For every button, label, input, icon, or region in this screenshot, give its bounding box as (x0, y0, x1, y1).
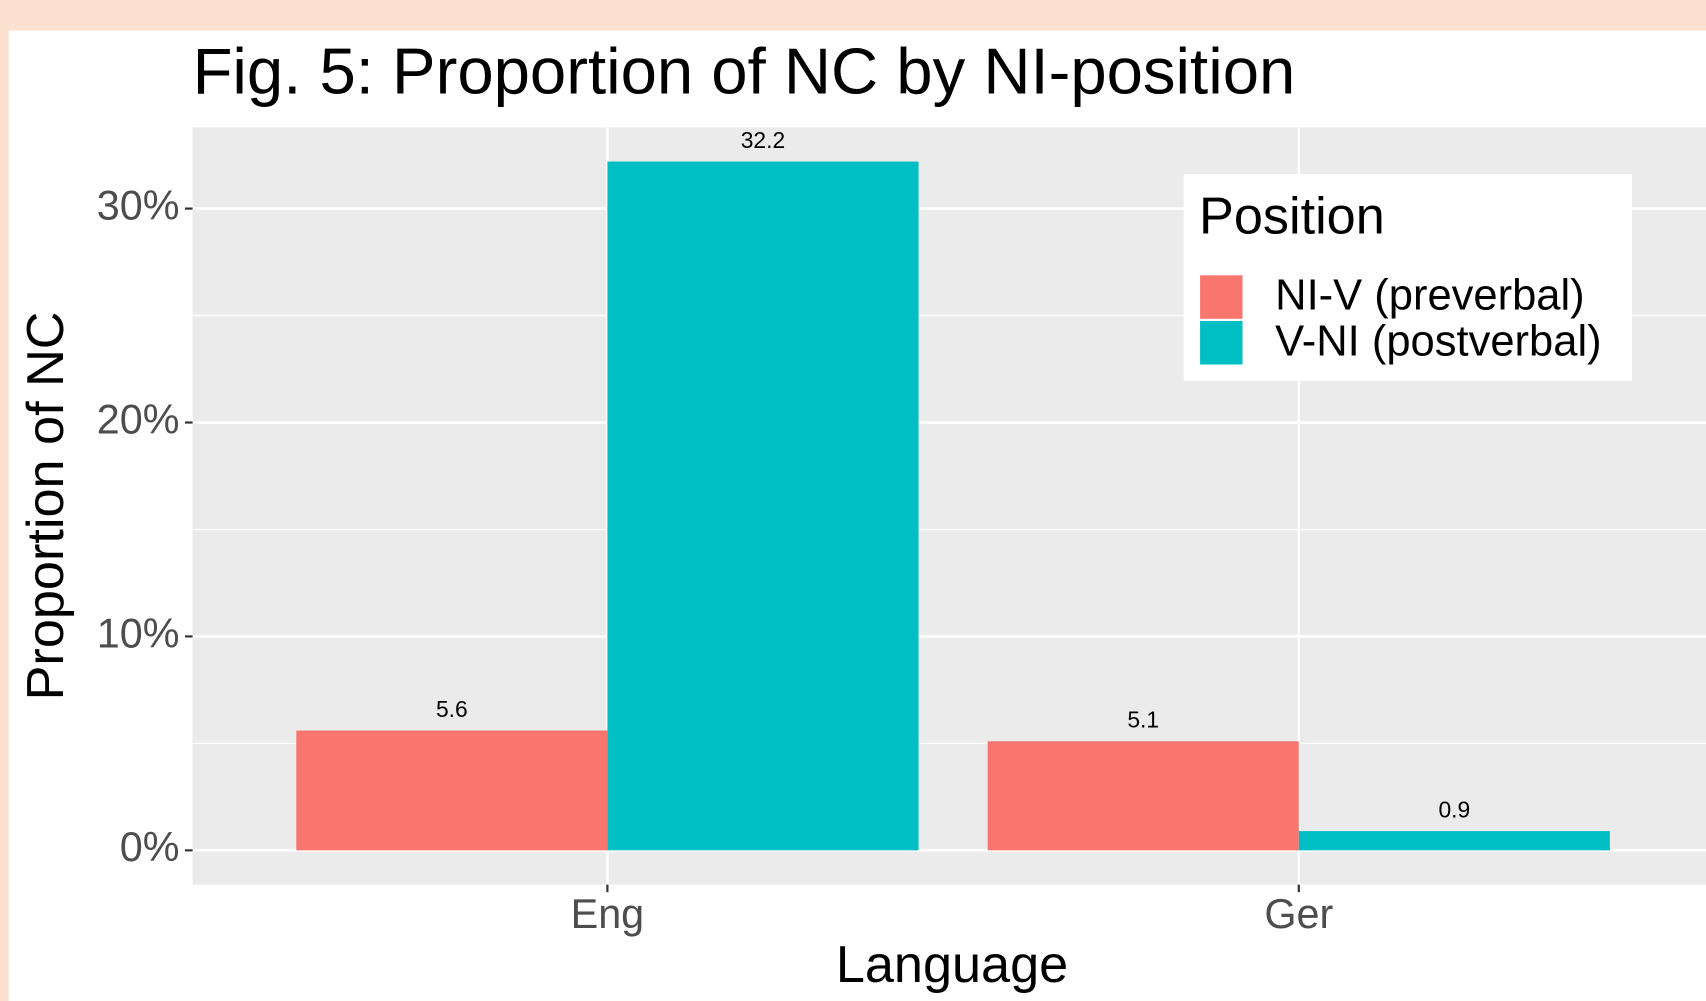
bar (1298, 831, 1610, 851)
legend-label: NI-V (preverbal) (1275, 272, 1585, 320)
bar (987, 741, 1299, 851)
legend-swatch (1200, 320, 1243, 365)
legend-box (1183, 174, 1633, 381)
y-axis-label: Proportion of NC (17, 311, 75, 700)
x-tick-label: Ger (1264, 891, 1333, 937)
y-tick-label: 10% (97, 610, 180, 656)
data-label: 5.1 (1127, 707, 1159, 733)
data-label: 32.2 (741, 127, 785, 153)
data-label: 5.6 (436, 696, 468, 722)
legend-title: Position (1199, 188, 1385, 246)
x-tick-label: Eng (571, 891, 645, 937)
bars: 5.6 5.1 32.2 0.9 (296, 127, 1610, 851)
legend-swatch (1200, 275, 1243, 319)
bar (607, 161, 919, 851)
x-axis-label: Language (836, 936, 1068, 994)
legend-label: V-NI (postverbal) (1275, 317, 1601, 365)
legend: Position NI-V (preverbal)V-NI (postverba… (1183, 174, 1633, 381)
y-tick-label: 30% (97, 183, 180, 229)
y-tick-label: 20% (97, 396, 180, 442)
y-tick-label: 0% (120, 824, 180, 870)
bar (296, 730, 608, 851)
chart-title: Fig. 5: Proportion of NC by NI-position (193, 34, 1296, 107)
data-label: 0.9 (1438, 797, 1470, 823)
